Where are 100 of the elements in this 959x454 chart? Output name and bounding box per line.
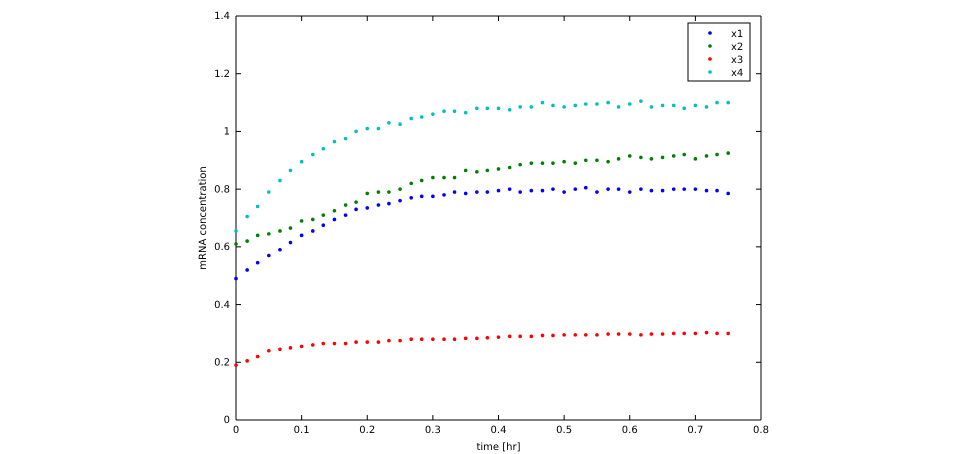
x-tick-label: 0 [232,425,240,436]
point [321,342,326,346]
point [508,108,512,112]
point [310,343,315,347]
point [540,188,544,192]
x-tick-label: 0.2 [359,425,376,436]
point [278,229,282,233]
point [234,276,238,280]
point [344,136,348,140]
point [288,168,292,172]
point [464,192,468,196]
point [639,99,643,103]
point [267,232,271,236]
point [256,204,260,208]
point [398,338,402,342]
point [486,106,490,110]
x-tick-label: 0.5 [556,425,572,436]
point [409,196,414,200]
point [300,219,304,223]
point [530,105,534,109]
point [464,336,468,340]
point [398,198,402,202]
point [365,206,370,210]
point [387,202,391,206]
point [530,334,534,338]
point [584,333,588,337]
point [267,254,271,258]
point [551,104,555,108]
point [420,115,424,119]
point [420,337,424,341]
point [672,104,676,108]
point [540,161,544,165]
point [234,242,238,246]
y-axis-title: mRNA concentration [198,166,209,270]
point [245,268,249,272]
point [278,178,282,182]
point [628,332,632,336]
point [639,187,643,191]
point [278,248,282,252]
point [606,160,610,164]
legend-label: x4 [731,68,744,79]
point [332,342,336,346]
legend-label: x1 [731,29,744,40]
point [660,156,664,160]
point [530,188,534,192]
point [321,223,326,228]
point [595,333,599,337]
y-tick-label: 0.6 [214,242,230,254]
point [650,188,654,192]
point [518,105,522,109]
point [245,214,249,218]
point [310,229,315,233]
point [354,340,358,344]
point [321,146,326,151]
point [376,190,380,194]
point [518,334,522,338]
point [464,168,468,172]
point [431,194,435,198]
point [442,337,446,341]
point [310,152,315,156]
point [704,330,708,334]
point [486,190,490,194]
point [584,186,588,190]
point [650,105,654,109]
legend-label: x2 [731,42,744,53]
point [562,160,566,164]
point [672,154,676,158]
y-tick-label: 1.4 [214,11,230,22]
point [354,208,358,212]
x-tick-label: 0.6 [622,425,638,436]
point [616,332,620,336]
point [496,106,500,110]
point [704,154,708,158]
point [628,154,632,158]
point [344,342,348,346]
point [288,226,292,230]
point [310,218,315,222]
point [409,337,414,341]
point [387,120,391,125]
point [365,192,370,196]
point [234,229,238,233]
point [573,187,578,191]
point [409,116,414,120]
x-tick-label: 0.1 [294,425,310,436]
point [300,344,304,348]
point [496,188,500,192]
point [694,332,698,336]
point [300,160,304,164]
point [452,337,456,341]
point [551,187,555,191]
point [354,130,358,134]
point [234,363,238,367]
point [245,359,249,363]
point [628,102,632,106]
point [595,190,599,194]
point [672,332,676,336]
point [518,162,522,166]
point [452,176,456,180]
point [376,126,380,130]
point [475,106,479,110]
